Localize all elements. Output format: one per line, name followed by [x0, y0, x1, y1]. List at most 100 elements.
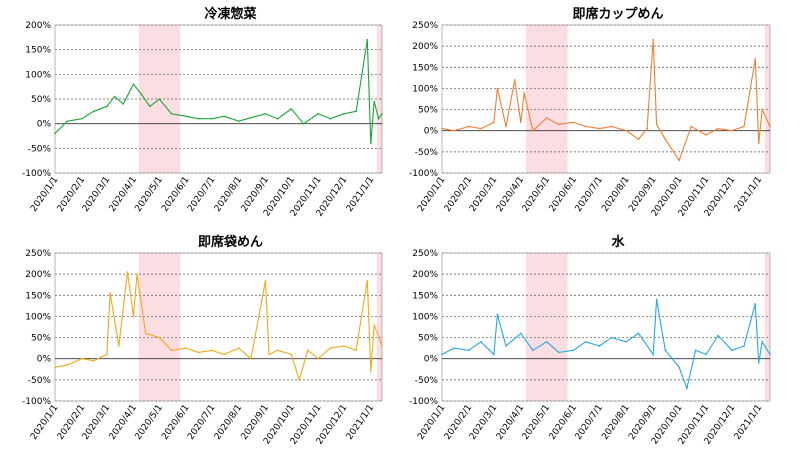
x-tick-label: 2021/1/1: [345, 403, 376, 442]
data-point: [93, 110, 95, 113]
series-line: [54, 39, 383, 144]
data-point: [113, 95, 116, 98]
y-tick-label: -50%: [415, 148, 439, 158]
x-tick-label: 2021/1/1: [345, 175, 376, 214]
y-tick-label: -100%: [409, 397, 438, 407]
chart-panel-1: -100%-50%0%50%100%150%200%2020/1/12020/2…: [22, 6, 383, 219]
data-point: [140, 93, 143, 95]
data-point: [655, 298, 658, 301]
data-point: [355, 349, 357, 352]
shaded-period-1: [525, 253, 568, 401]
data-point: [80, 117, 83, 120]
y-tick-label: 150%: [412, 291, 438, 301]
data-point: [93, 360, 95, 362]
data-point: [66, 364, 68, 366]
data-point: [655, 123, 658, 126]
data-point: [690, 125, 693, 128]
data-point: [122, 103, 124, 105]
data-point: [80, 357, 83, 360]
series-line: [441, 39, 771, 162]
data-point: [237, 120, 240, 122]
data-point: [276, 117, 279, 120]
data-point: [584, 341, 587, 343]
data-point: [290, 353, 293, 356]
plot-area: [441, 252, 771, 402]
y-tick-label: 100%: [412, 84, 438, 94]
data-point: [317, 113, 319, 115]
data-point: [545, 117, 548, 119]
data-point: [625, 129, 628, 132]
data-point: [519, 332, 522, 335]
data-point: [769, 125, 771, 128]
data-point: [519, 121, 522, 124]
data-point: [678, 159, 680, 162]
data-point: [126, 271, 129, 273]
data-point: [686, 387, 688, 390]
data-point: [373, 324, 376, 326]
data-point: [731, 349, 733, 352]
data-point: [757, 142, 760, 145]
y-tick-label: -100%: [22, 169, 51, 179]
data-point: [109, 292, 112, 294]
data-point: [761, 341, 764, 343]
data-point: [276, 349, 279, 352]
data-point: [468, 125, 470, 128]
data-point: [366, 279, 369, 282]
y-tick-label: -50%: [28, 144, 52, 154]
data-point: [223, 353, 225, 356]
data-point: [743, 345, 745, 347]
y-tick-label: -100%: [409, 169, 438, 179]
data-point: [572, 121, 575, 124]
data-point: [532, 129, 534, 132]
data-point: [369, 142, 372, 145]
data-point: [105, 105, 108, 108]
y-tick-label: 0%: [37, 120, 52, 130]
data-point: [355, 110, 357, 113]
shaded-period-1: [525, 25, 568, 173]
data-point: [264, 113, 267, 115]
chart-title: 即席カップめん: [572, 6, 663, 22]
data-point: [664, 138, 667, 140]
data-point: [185, 347, 187, 349]
data-point: [480, 127, 482, 130]
data-point: [197, 351, 200, 354]
y-tick-label: -50%: [28, 376, 52, 386]
y-tick-label: 250%: [25, 249, 51, 259]
data-point: [132, 83, 135, 85]
data-point: [306, 349, 309, 352]
y-tick-label: 150%: [25, 46, 51, 56]
data-point: [664, 349, 667, 352]
data-point: [223, 115, 225, 118]
data-point: [377, 117, 380, 120]
data-point: [761, 108, 764, 111]
data-point: [211, 349, 213, 352]
chart-title: 即席袋めん: [198, 234, 263, 250]
y-tick-label: 0%: [424, 355, 439, 365]
plot-area: [54, 252, 383, 402]
data-point: [652, 353, 654, 356]
y-tick-label: 50%: [31, 334, 51, 344]
data-point: [610, 336, 613, 339]
y-tick-label: 200%: [25, 270, 51, 280]
data-point: [769, 353, 771, 356]
plot-area: [54, 24, 383, 174]
data-point: [250, 357, 252, 360]
chart-panel-3: -100%-50%0%50%100%150%200%250%2020/1/120…: [22, 234, 383, 447]
data-point: [54, 132, 56, 135]
data-point: [598, 345, 601, 347]
data-point: [757, 362, 760, 364]
chart-title: 水: [611, 234, 625, 250]
shaded-period-2: [764, 253, 770, 401]
x-tick-label: 2021/1/1: [733, 403, 764, 442]
data-point: [558, 123, 560, 126]
y-tick-label: 50%: [418, 106, 438, 116]
data-point: [453, 347, 455, 349]
data-point: [678, 366, 680, 368]
y-tick-label: 200%: [412, 270, 438, 280]
data-point: [144, 332, 147, 335]
data-point: [505, 125, 507, 128]
data-point: [545, 341, 548, 343]
y-tick-label: 0%: [37, 355, 52, 365]
